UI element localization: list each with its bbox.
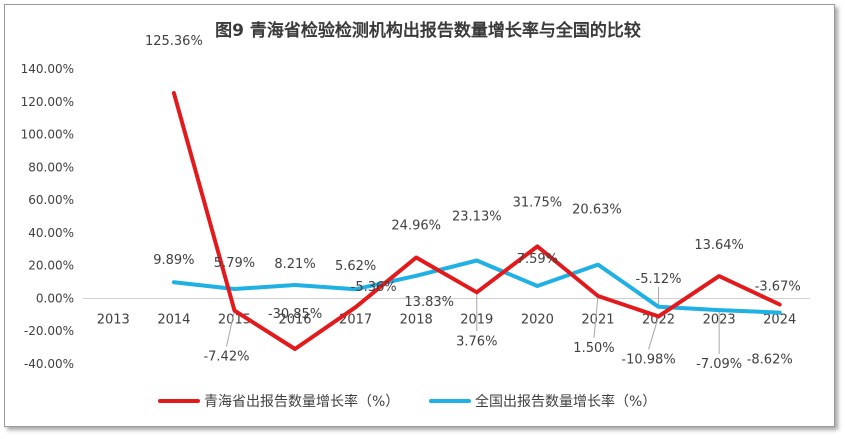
- y-tick-label: 140.00%: [21, 62, 74, 76]
- x-tick-label: 2013: [97, 312, 130, 327]
- data-label: 1.50%: [573, 341, 614, 356]
- data-label: -5.12%: [636, 272, 682, 287]
- x-tick-label: 2017: [339, 312, 372, 327]
- y-tick-label: 20.00%: [28, 259, 74, 273]
- leader-line: [593, 295, 599, 339]
- data-label: 31.75%: [513, 195, 563, 210]
- y-tick-label: 100.00%: [21, 128, 74, 142]
- series-line: [171, 258, 782, 315]
- series-lines: [171, 91, 782, 351]
- data-label: 5.62%: [335, 259, 376, 274]
- x-tick-label: 2022: [642, 312, 675, 327]
- data-label: 23.13%: [452, 210, 502, 225]
- data-label: 7.59%: [517, 252, 558, 267]
- data-label: 9.89%: [153, 253, 194, 268]
- data-label: -8.62%: [747, 353, 793, 368]
- label-leader-lines: [225, 286, 720, 355]
- y-tick-label: -20.00%: [24, 324, 74, 338]
- data-label: 24.96%: [391, 219, 441, 234]
- data-label: 20.63%: [572, 203, 622, 218]
- data-label: -10.98%: [621, 352, 675, 367]
- series-line: [171, 91, 782, 351]
- data-label: 8.21%: [274, 257, 315, 272]
- legend-label: 青海省出报告数量增长率（%）: [204, 393, 399, 410]
- x-tick-label: 2014: [157, 312, 190, 327]
- legend-label: 全国出报告数量增长率（%）: [475, 393, 656, 410]
- chart-title: 图9 青海省检验检测机构出报告数量增长率与全国的比较: [215, 20, 641, 41]
- data-label: 13.83%: [404, 295, 454, 310]
- leader-line: [648, 316, 660, 350]
- y-tick-label: 40.00%: [28, 226, 74, 240]
- data-label: 3.76%: [456, 334, 497, 349]
- y-tick-label: 60.00%: [28, 193, 74, 207]
- legend: 青海省出报告数量增长率（%） 全国出报告数量增长率（%）: [158, 393, 656, 410]
- chart-frame: [4, 4, 835, 427]
- x-tick-label: 2016: [278, 312, 311, 327]
- data-label: 125.36%: [145, 34, 203, 49]
- data-label: -3.67%: [755, 279, 801, 294]
- data-label: -7.42%: [203, 350, 249, 365]
- y-tick-label: 0.00%: [36, 291, 74, 305]
- data-label: -30.85%: [268, 307, 322, 322]
- data-label: 5.79%: [214, 256, 255, 271]
- y-tick-label: 120.00%: [21, 95, 74, 109]
- leader-line: [225, 310, 235, 347]
- y-tick-label: -40.00%: [24, 357, 74, 371]
- x-tick-label: 2021: [581, 312, 614, 327]
- x-tick-label: 2020: [521, 312, 554, 327]
- x-tick-label: 2018: [400, 312, 433, 327]
- x-tick-label: 2024: [763, 312, 796, 327]
- data-labels: 125.36% -7.42% -30.85% -5.36% 24.96% 3.76% 31.…: [145, 34, 801, 372]
- y-axis: 140.00% 120.00% 100.00% 80.00% 60.00% 40.00% 2…: [21, 62, 74, 371]
- data-label: -7.09%: [696, 357, 742, 372]
- y-tick-label: 80.00%: [28, 160, 74, 174]
- data-label: -5.36%: [351, 280, 397, 295]
- data-label: 13.64%: [694, 238, 744, 253]
